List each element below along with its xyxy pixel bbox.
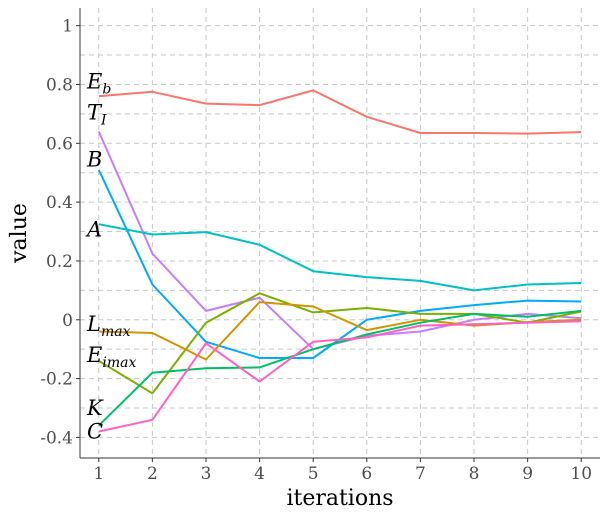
x-tick-label: 7 bbox=[415, 464, 426, 484]
series-label: Eimax bbox=[86, 343, 136, 371]
series-line bbox=[98, 320, 582, 433]
series-label: A bbox=[85, 217, 102, 241]
x-axis-title: iterations bbox=[286, 486, 393, 511]
series-line bbox=[98, 292, 582, 395]
series-label: B bbox=[86, 147, 102, 171]
y-axis-title: value bbox=[7, 203, 32, 264]
y-tick-label: 1 bbox=[62, 17, 73, 37]
series-label: TI bbox=[87, 100, 107, 128]
y-tick-label: 0.6 bbox=[46, 134, 73, 154]
y-tick-label: -0.2 bbox=[40, 370, 73, 390]
y-tick-label: 0 bbox=[62, 311, 73, 331]
series-label: Lmax bbox=[86, 312, 131, 340]
y-tick-label: 0.2 bbox=[46, 252, 73, 272]
series-lines bbox=[97, 89, 582, 433]
x-tick-label: 1 bbox=[93, 464, 104, 484]
ticks: -0.4 -0.2 0 0.2 0.4 0.6 0.8 1 1 2 3 4 5 6 7 8 9 10 bbox=[40, 17, 592, 484]
y-tick-label: -0.4 bbox=[40, 428, 73, 448]
y-tick-label: 0.4 bbox=[46, 193, 73, 213]
x-tick-label: 5 bbox=[308, 464, 319, 484]
series-label: Eb bbox=[86, 70, 111, 98]
series-line bbox=[98, 89, 582, 135]
y-tick-label: 0.8 bbox=[46, 75, 73, 95]
axes bbox=[79, 8, 600, 459]
series-line bbox=[98, 309, 582, 427]
series-label: K bbox=[86, 396, 104, 420]
x-tick-label: 8 bbox=[469, 464, 480, 484]
series-label: C bbox=[87, 420, 103, 444]
x-tick-label: 9 bbox=[522, 464, 533, 484]
x-tick-label: 10 bbox=[570, 464, 592, 484]
x-tick-label: 6 bbox=[361, 464, 372, 484]
x-tick-label: 3 bbox=[201, 464, 212, 484]
x-tick-label: 2 bbox=[147, 464, 158, 484]
grid bbox=[80, 8, 600, 458]
series-line bbox=[97, 169, 582, 359]
series-line bbox=[98, 223, 582, 292]
x-tick-label: 4 bbox=[254, 464, 265, 484]
